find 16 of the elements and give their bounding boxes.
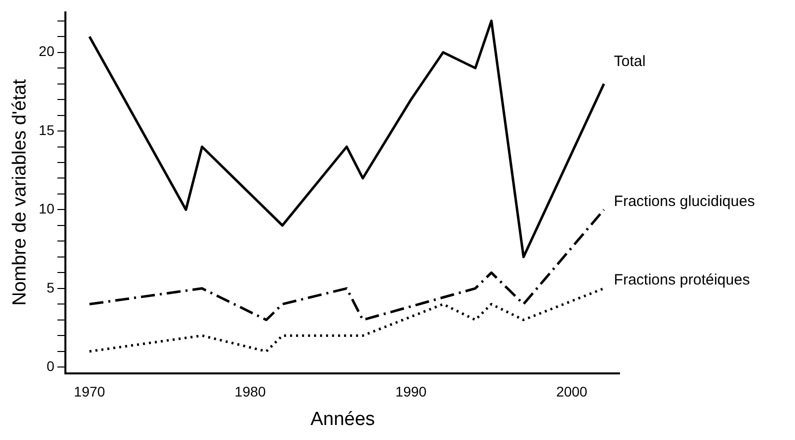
line-series — [88, 287, 606, 353]
y-tick-label: 15 — [38, 122, 55, 138]
x-tick-label: 2000 — [556, 384, 588, 400]
x-axis-title: Années — [310, 408, 375, 430]
y-tick-label: 10 — [38, 200, 55, 217]
x-tick-label: 1980 — [234, 384, 266, 400]
series-label: Total — [614, 52, 646, 70]
y-axis-title: Nombre de variables d'état — [10, 78, 31, 306]
y-tick-label: 5 — [46, 279, 55, 296]
line-series — [88, 208, 606, 322]
x-tick-label: 1970 — [74, 384, 106, 400]
y-tick-label: 20 — [38, 43, 55, 60]
series-label: Fractions protéiques — [614, 272, 750, 289]
series-label: Fractions glucidiques — [614, 192, 755, 210]
x-tick-label: 1990 — [395, 384, 427, 400]
y-tick-label: 0 — [46, 358, 55, 374]
